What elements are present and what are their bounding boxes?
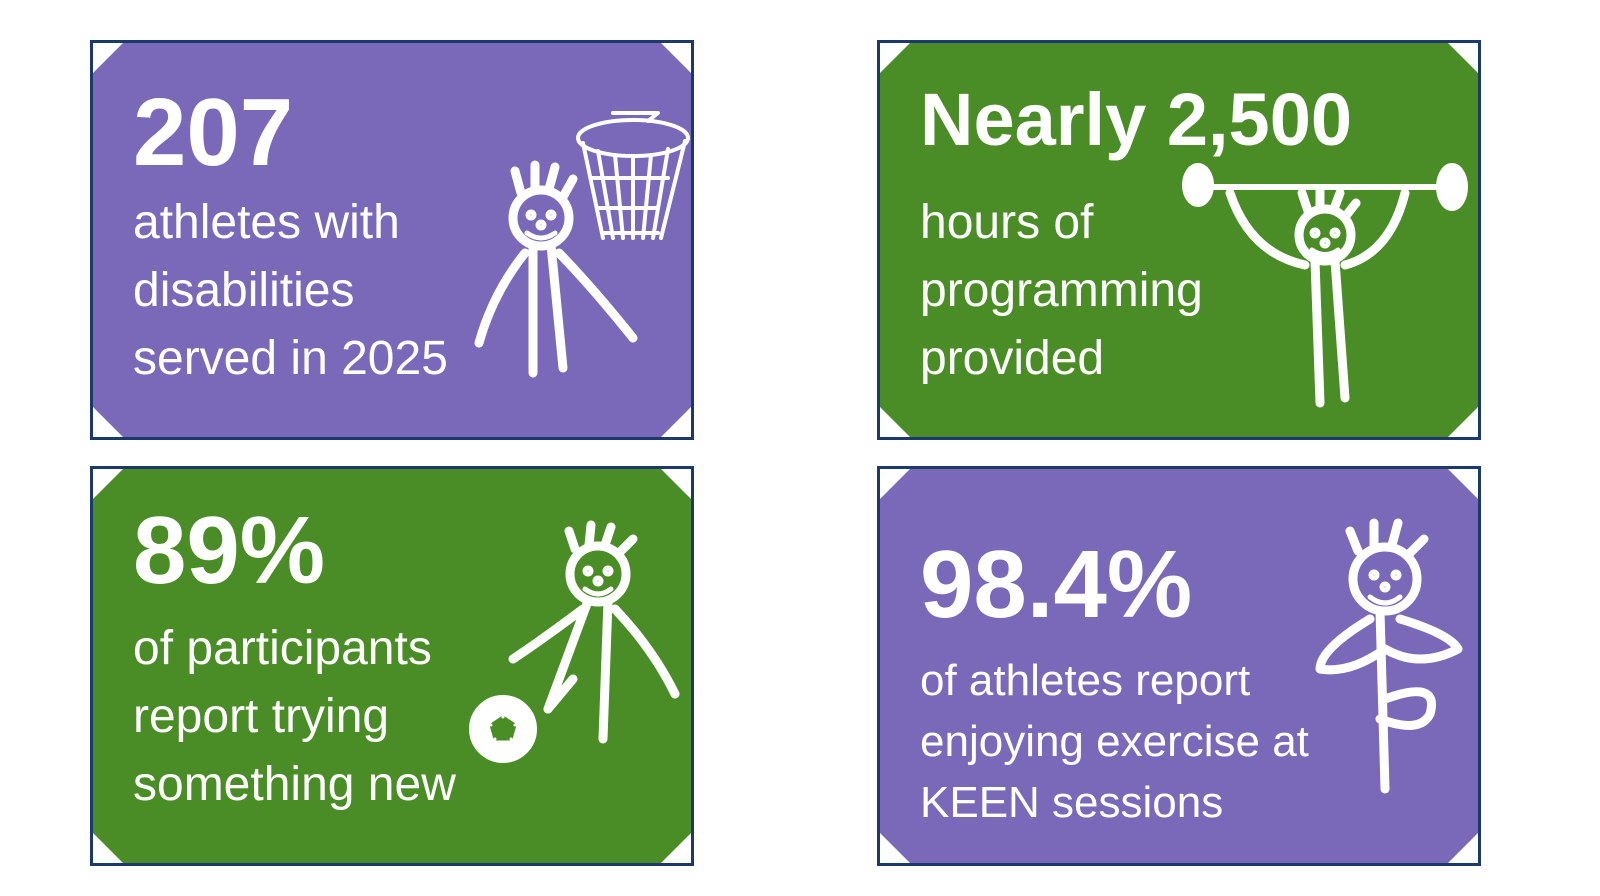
body-line: enjoying exercise at xyxy=(920,717,1309,766)
soccer-figure xyxy=(469,520,680,763)
corner xyxy=(93,43,123,73)
corner xyxy=(661,833,691,863)
corner xyxy=(661,469,691,499)
corner xyxy=(1448,469,1478,499)
corner xyxy=(880,407,910,437)
body-line: provided xyxy=(920,332,1105,385)
body-line: something new xyxy=(133,758,456,811)
corner xyxy=(1448,43,1478,73)
corner xyxy=(661,43,691,73)
body-line: served in 2025 xyxy=(133,332,448,385)
body-line: KEEN sessions xyxy=(920,778,1224,827)
body-line: of participants xyxy=(133,622,432,675)
headline: 207 xyxy=(133,79,294,186)
stat-card: 98.4% of athletes report enjoying exerci… xyxy=(877,466,1481,866)
headline: 98.4% xyxy=(920,531,1193,638)
yoga-figure xyxy=(1315,518,1463,794)
body-line: programming xyxy=(920,264,1203,317)
corner xyxy=(880,833,910,863)
corner xyxy=(1448,407,1478,437)
body-line: disabilities xyxy=(133,264,355,317)
stat-card: Nearly 2,500 hours of programming provid… xyxy=(877,40,1481,440)
corner xyxy=(880,43,910,73)
body-line: of athletes report xyxy=(920,656,1251,705)
body-line: hours of xyxy=(920,196,1094,249)
corner xyxy=(93,833,123,863)
headline: 89% xyxy=(133,497,326,604)
corner xyxy=(93,407,123,437)
corner xyxy=(93,469,123,499)
stat-card: 89% of participants report trying someth… xyxy=(90,466,694,866)
stat-card: 207 athletes with disabilities served in… xyxy=(90,40,694,440)
body-line: athletes with xyxy=(133,196,400,249)
headline: Nearly 2,500 xyxy=(920,78,1353,161)
corner xyxy=(661,407,691,437)
body-line: report trying xyxy=(133,690,390,743)
weightlifting-figure xyxy=(1182,163,1468,408)
corner xyxy=(1448,833,1478,863)
basketball-figure xyxy=(474,111,690,378)
corner xyxy=(880,469,910,499)
